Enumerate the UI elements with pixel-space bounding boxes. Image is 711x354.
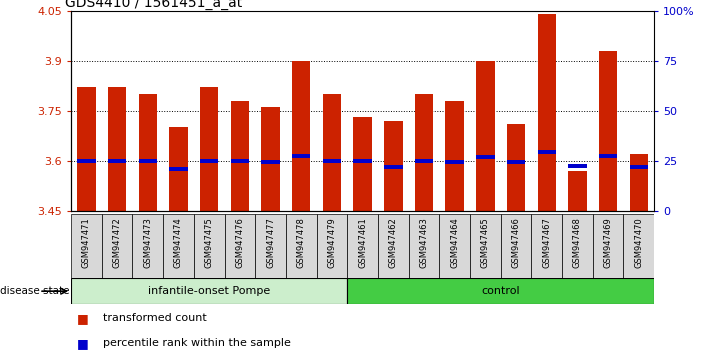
Bar [77,87,96,211]
Bar [538,150,556,154]
Bar [262,107,279,211]
Bar [230,101,249,211]
Bar [568,171,587,211]
FancyBboxPatch shape [531,214,562,278]
Bar [507,124,525,211]
Text: GSM947470: GSM947470 [634,217,643,268]
Bar [446,101,464,211]
Bar [77,159,96,162]
Bar [629,154,648,211]
Bar [384,165,402,169]
FancyBboxPatch shape [439,214,470,278]
Text: infantile-onset Pompe: infantile-onset Pompe [148,286,270,296]
Text: GSM947461: GSM947461 [358,217,367,268]
Bar [568,164,587,168]
FancyBboxPatch shape [593,214,624,278]
FancyBboxPatch shape [562,214,593,278]
Bar [200,159,218,162]
Bar [415,159,433,162]
FancyBboxPatch shape [347,214,378,278]
Text: GSM947473: GSM947473 [144,217,152,268]
FancyBboxPatch shape [286,214,316,278]
Bar [446,160,464,164]
Text: GSM947474: GSM947474 [174,217,183,268]
Bar [353,159,372,162]
Bar [323,94,341,211]
Text: GSM947477: GSM947477 [266,217,275,268]
Bar [538,14,556,211]
FancyBboxPatch shape [255,214,286,278]
Bar [476,61,495,211]
Bar [139,159,157,162]
Bar [507,160,525,164]
Bar [599,51,617,211]
FancyBboxPatch shape [501,214,531,278]
FancyBboxPatch shape [225,214,255,278]
Text: GSM947464: GSM947464 [450,217,459,268]
Text: GSM947468: GSM947468 [573,217,582,268]
Text: GSM947465: GSM947465 [481,217,490,268]
Text: ■: ■ [77,337,89,350]
Text: GSM947466: GSM947466 [511,217,520,268]
Text: GSM947467: GSM947467 [542,217,551,268]
FancyBboxPatch shape [132,214,163,278]
Text: transformed count: transformed count [103,313,207,323]
Bar [323,159,341,162]
FancyBboxPatch shape [71,214,102,278]
Text: GSM947476: GSM947476 [235,217,245,268]
Text: GSM947475: GSM947475 [205,217,214,268]
Bar [230,159,249,162]
FancyBboxPatch shape [347,278,654,304]
Bar [292,61,311,211]
Bar [108,87,127,211]
Text: GSM947472: GSM947472 [112,217,122,268]
Bar [292,154,311,158]
Bar [169,167,188,171]
Text: GSM947471: GSM947471 [82,217,91,268]
Text: GSM947469: GSM947469 [604,217,613,268]
FancyBboxPatch shape [378,214,409,278]
FancyBboxPatch shape [470,214,501,278]
FancyBboxPatch shape [316,214,347,278]
Text: ■: ■ [77,312,89,325]
Bar [139,94,157,211]
FancyBboxPatch shape [102,214,132,278]
Text: GSM947462: GSM947462 [389,217,397,268]
Text: disease state: disease state [0,286,70,296]
Bar [108,159,127,162]
Bar [262,160,279,164]
Text: GSM947478: GSM947478 [296,217,306,268]
Bar [415,94,433,211]
FancyBboxPatch shape [163,214,194,278]
FancyBboxPatch shape [624,214,654,278]
Text: GDS4410 / 1561451_a_at: GDS4410 / 1561451_a_at [65,0,242,10]
Bar [384,121,402,211]
Text: percentile rank within the sample: percentile rank within the sample [103,338,291,348]
Bar [629,165,648,169]
Text: control: control [481,286,520,296]
Text: GSM947479: GSM947479 [328,217,336,268]
Text: GSM947463: GSM947463 [419,217,429,268]
FancyBboxPatch shape [409,214,439,278]
FancyBboxPatch shape [71,278,347,304]
Bar [476,155,495,159]
Bar [353,117,372,211]
Bar [599,154,617,158]
FancyBboxPatch shape [194,214,225,278]
Bar [169,127,188,211]
Bar [200,87,218,211]
